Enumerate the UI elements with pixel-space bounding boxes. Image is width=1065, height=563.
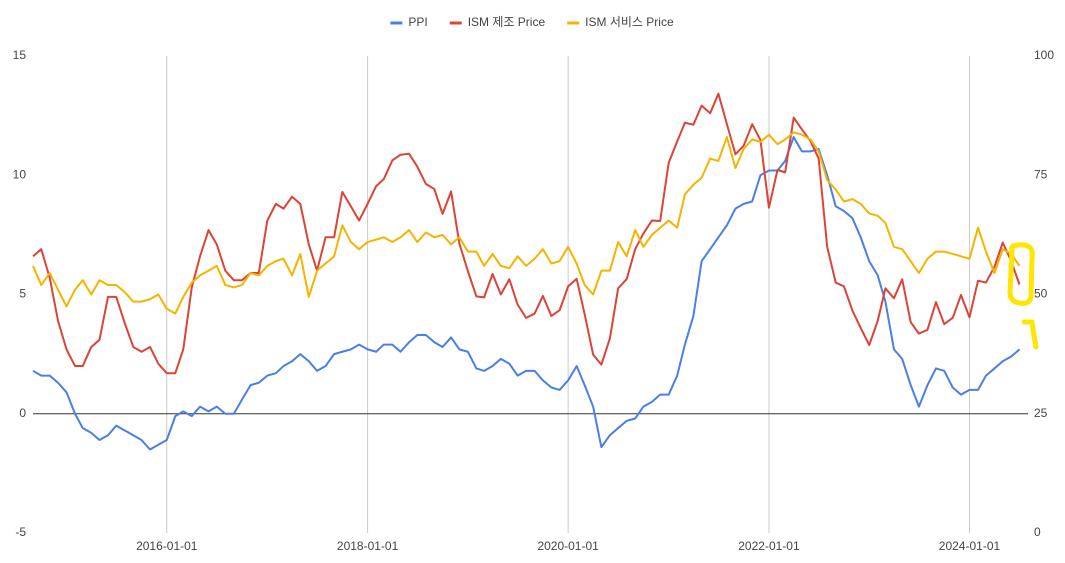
highlight-annotation bbox=[1007, 242, 1039, 350]
y-tick-label: 10 bbox=[13, 167, 27, 181]
y2-tick-label: 100 bbox=[1034, 48, 1054, 62]
labels: 2016-01-01 2018-01-01 2020-01-01 2022-01-01… bbox=[13, 48, 1055, 553]
y2-tick-label: 75 bbox=[1034, 167, 1048, 181]
x-tick-label: 2016-01-01 bbox=[136, 539, 198, 553]
x-tick-label: 2018-01-01 bbox=[337, 539, 399, 553]
y2-tick-label: 25 bbox=[1034, 406, 1048, 420]
legend-label: PPI bbox=[408, 15, 427, 29]
legend: PPI ISM 제조 Price ISM 서비스 Price bbox=[390, 15, 674, 29]
legend-item: PPI bbox=[390, 15, 428, 29]
highlight-box bbox=[1007, 242, 1035, 306]
y-tick-label: 0 bbox=[19, 406, 26, 420]
legend-label: ISM 서비스 Price bbox=[585, 15, 674, 29]
x-tick-label: 2024-01-01 bbox=[939, 539, 1001, 553]
y-tick-label: -5 bbox=[15, 525, 26, 539]
y-tick-label: 5 bbox=[19, 287, 26, 301]
legend-label: ISM 제조 Price bbox=[468, 15, 546, 29]
y2-tick-label: 0 bbox=[1034, 525, 1041, 539]
legend-item: ISM 제조 Price bbox=[449, 15, 546, 29]
series-line bbox=[32, 131, 1021, 315]
x-tick-label: 2020-01-01 bbox=[537, 539, 599, 553]
highlight-hook bbox=[1021, 319, 1039, 350]
legend-item: ISM 서비스 Price bbox=[567, 15, 674, 29]
series-line bbox=[32, 136, 1021, 451]
lines bbox=[32, 92, 1021, 451]
x-tick-label: 2022-01-01 bbox=[738, 539, 800, 553]
y-tick-label: 15 bbox=[13, 48, 27, 62]
series-line bbox=[32, 92, 1021, 375]
y2-tick-label: 50 bbox=[1034, 287, 1048, 301]
